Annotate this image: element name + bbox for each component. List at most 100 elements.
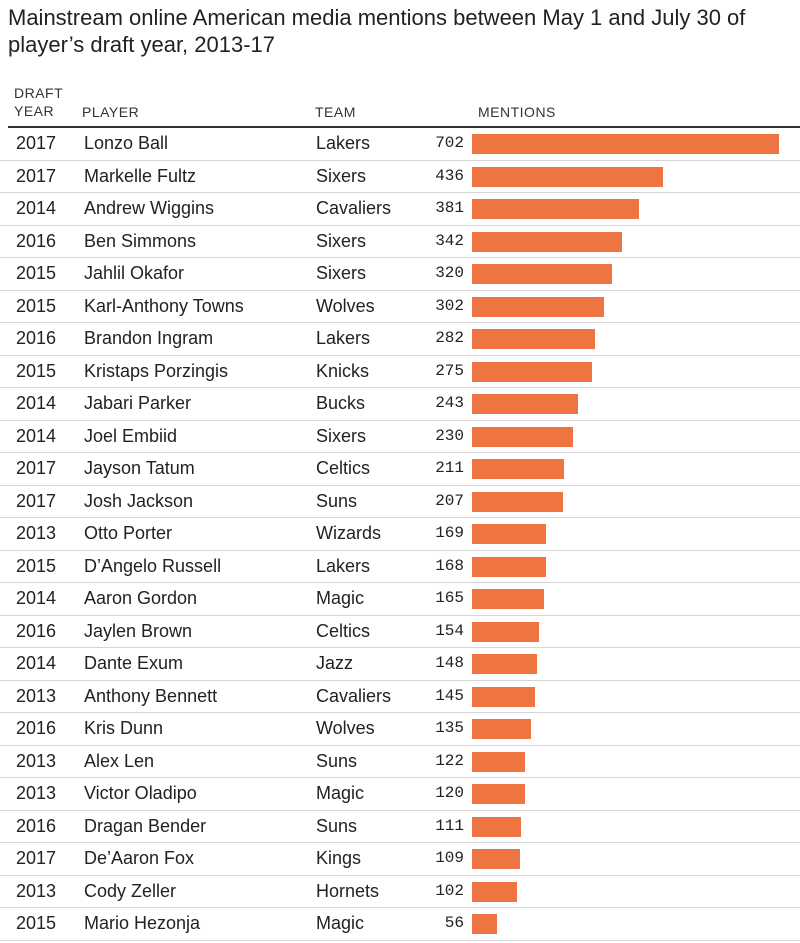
year-cell: 2016	[16, 328, 57, 348]
mentions-value: 211	[435, 459, 464, 477]
header-mentions: MENTIONS	[478, 104, 556, 120]
year-cell: 2014	[16, 425, 57, 446]
header-draft-year: DRAFT YEAR	[14, 84, 63, 120]
mentions-bar	[472, 784, 525, 804]
table-row: 2013 Cody Zeller Hornets 102	[0, 876, 800, 908]
player-cell: De’Aaron Fox	[84, 848, 195, 868]
player-cell: Dante Exum	[84, 653, 184, 673]
year-cell: 2017	[16, 458, 57, 478]
table-row: 2016 Brandon Ingram Lakers 282	[0, 323, 800, 356]
mentions-value: 381	[435, 199, 464, 217]
player-cell: Markelle Fultz	[84, 165, 197, 186]
year-cell: 2015	[16, 295, 57, 316]
player-cell: Kristaps Porzingis	[84, 360, 229, 381]
mentions-bar	[472, 849, 520, 869]
player-cell: Victor Oladipo	[84, 783, 197, 803]
table-body: 2017 Lonzo Ball Lakers 702 2017 Markelle Fult…	[0, 128, 800, 941]
player-cell: Dragan Bender	[84, 815, 207, 836]
mentions-value: 165	[435, 589, 464, 607]
year-cell: 2017	[16, 490, 57, 511]
mentions-value: 145	[435, 686, 464, 705]
team-cell: Knicks	[316, 360, 370, 381]
team-cell: Hornets	[316, 880, 380, 901]
mentions-value: 120	[435, 784, 464, 802]
team-cell: Suns	[316, 815, 358, 836]
player-cell: D’Angelo Russell	[84, 555, 222, 576]
mentions-bar	[472, 524, 546, 544]
table-row: 2017 Jayson Tatum Celtics 211	[0, 453, 800, 486]
mentions-bar	[472, 459, 565, 479]
player-cell: Josh Jackson	[84, 490, 194, 511]
year-cell: 2017	[16, 848, 57, 868]
team-cell: Lakers	[316, 328, 371, 348]
year-cell: 2015	[16, 913, 57, 933]
year-cell: 2015	[16, 360, 57, 381]
player-cell: Brandon Ingram	[84, 328, 214, 348]
mentions-bar	[472, 394, 579, 414]
player-cell: Jahlil Okafor	[84, 263, 185, 283]
player-cell: Anthony Bennett	[84, 685, 218, 706]
mentions-value: 282	[435, 329, 464, 347]
mentions-bar	[472, 264, 612, 284]
mentions-value: 342	[435, 231, 464, 250]
team-cell: Lakers	[316, 133, 371, 153]
year-cell: 2014	[16, 588, 57, 608]
mentions-value: 243	[435, 394, 464, 412]
team-cell: Wizards	[316, 523, 382, 543]
mentions-value: 207	[435, 491, 464, 510]
mentions-bar	[472, 881, 517, 902]
team-cell: Sixers	[316, 263, 367, 283]
year-cell: 2013	[16, 783, 57, 803]
team-cell: Suns	[316, 750, 358, 771]
mentions-bar	[472, 686, 536, 707]
team-cell: Cavaliers	[316, 685, 392, 706]
mentions-value: 122	[435, 751, 464, 770]
mentions-value: 436	[435, 166, 464, 185]
table-row: 2015 Jahlil Okafor Sixers 320	[0, 258, 800, 291]
table-row: 2015 Kristaps Porzingis Knicks 275	[0, 356, 800, 388]
mentions-bar	[472, 134, 779, 154]
player-cell: Lonzo Ball	[84, 133, 169, 153]
table-row: 2013 Alex Len Suns 122	[0, 746, 800, 778]
mentions-bar	[472, 296, 605, 317]
year-cell: 2013	[16, 880, 57, 901]
table-row: 2014 Joel Embiid Sixers 230	[0, 421, 800, 453]
header-team: TEAM	[315, 104, 356, 120]
mentions-bar	[472, 491, 563, 512]
mentions-bar	[472, 589, 545, 609]
mentions-value: 111	[435, 816, 464, 835]
header-draft-year-line2: YEAR	[14, 103, 55, 119]
player-cell: Karl-Anthony Towns	[84, 295, 244, 316]
mentions-value: 302	[435, 296, 464, 315]
year-cell: 2017	[16, 133, 57, 153]
table-row: 2016 Kris Dunn Wolves 135	[0, 713, 800, 746]
player-cell: Cody Zeller	[84, 880, 177, 901]
mentions-value: 56	[444, 914, 464, 932]
mentions-value: 102	[435, 881, 464, 900]
mentions-bar	[472, 231, 622, 252]
table-row: 2014 Aaron Gordon Magic 165	[0, 583, 800, 616]
team-cell: Sixers	[316, 165, 367, 186]
mentions-value: 168	[435, 556, 464, 575]
team-cell: Celtics	[316, 458, 371, 478]
mentions-value: 230	[435, 426, 464, 445]
table-row: 2016 Dragan Bender Suns 111	[0, 811, 800, 843]
chart-title: Mainstream online American media mention…	[8, 5, 746, 57]
header-rule	[8, 126, 800, 128]
player-cell: Jaylen Brown	[84, 620, 193, 641]
year-cell: 2016	[16, 620, 57, 641]
table-row: 2016 Ben Simmons Sixers 342	[0, 226, 800, 258]
mentions-value: 275	[435, 361, 464, 380]
year-cell: 2015	[16, 555, 57, 576]
mentions-bar	[472, 329, 596, 349]
year-cell: 2013	[16, 750, 57, 771]
year-cell: 2015	[16, 263, 57, 283]
team-cell: Celtics	[316, 620, 371, 641]
year-cell: 2013	[16, 523, 57, 543]
mentions-value: 135	[435, 719, 464, 737]
player-cell: Alex Len	[84, 750, 155, 771]
table-row: 2017 De’Aaron Fox Kings 109	[0, 843, 800, 876]
team-cell: Kings	[316, 848, 362, 868]
player-cell: Mario Hezonja	[84, 913, 201, 933]
mentions-value: 702	[435, 134, 464, 152]
